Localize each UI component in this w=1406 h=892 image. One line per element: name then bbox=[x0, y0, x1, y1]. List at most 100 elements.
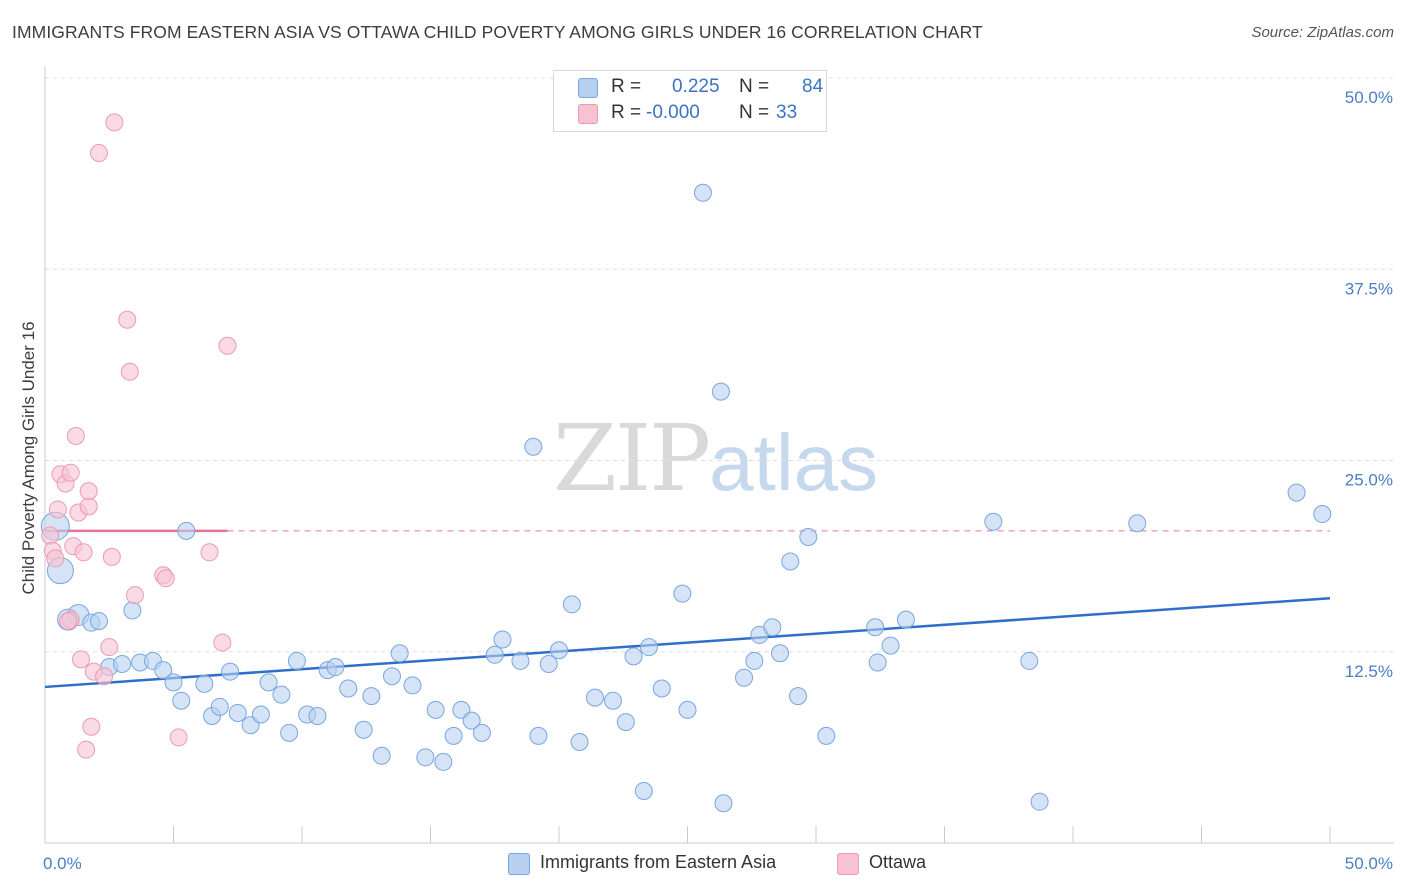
data-point-eastern-asia bbox=[714, 794, 733, 813]
legend-r-value-series1: 0.225 bbox=[672, 76, 720, 97]
data-point-eastern-asia bbox=[308, 707, 327, 726]
trend-layer bbox=[44, 529, 1331, 689]
data-point-eastern-asia bbox=[89, 612, 108, 631]
data-point-eastern-asia bbox=[1287, 483, 1306, 502]
data-point-eastern-asia bbox=[984, 512, 1003, 531]
data-point-eastern-asia bbox=[511, 651, 530, 670]
data-point-eastern-asia bbox=[416, 748, 435, 767]
bottom-legend-series2: Ottawa bbox=[837, 851, 947, 877]
data-point-eastern-asia bbox=[493, 630, 512, 649]
data-point-eastern-asia bbox=[390, 644, 409, 663]
data-point-eastern-asia bbox=[781, 552, 800, 571]
data-point-ottawa bbox=[46, 549, 65, 568]
data-point-eastern-asia bbox=[524, 437, 543, 456]
axis-layer bbox=[44, 66, 1394, 844]
bottom-legend-swatch-series1 bbox=[508, 853, 530, 875]
data-point-eastern-asia bbox=[763, 618, 782, 637]
y-tick-label: 12.5% bbox=[1345, 662, 1393, 681]
data-point-ottawa bbox=[200, 543, 219, 562]
data-point-eastern-asia bbox=[339, 679, 358, 698]
data-point-ottawa bbox=[218, 336, 237, 355]
data-point-ottawa bbox=[95, 667, 114, 686]
legend-r-label: R = bbox=[611, 102, 642, 123]
data-point-eastern-asia bbox=[616, 713, 635, 732]
trendline-eastern-asia bbox=[44, 596, 1331, 689]
x-tick-label: 0.0% bbox=[43, 854, 82, 873]
data-point-ottawa bbox=[105, 113, 124, 132]
data-point-eastern-asia bbox=[280, 723, 299, 742]
legend-row-series2: R = -0.000 N = 33 bbox=[554, 101, 826, 127]
data-point-eastern-asia bbox=[711, 382, 730, 401]
data-point-eastern-asia bbox=[639, 638, 658, 657]
data-point-eastern-asia bbox=[382, 667, 401, 686]
data-point-eastern-asia bbox=[172, 691, 191, 710]
data-point-eastern-asia bbox=[735, 668, 754, 687]
legend-n-value-series2: 33 bbox=[776, 102, 798, 123]
legend-swatch-series2 bbox=[578, 104, 598, 124]
data-point-ottawa bbox=[102, 547, 121, 566]
data-point-eastern-asia bbox=[1030, 792, 1049, 811]
data-point-ottawa bbox=[71, 650, 90, 669]
data-point-eastern-asia bbox=[652, 679, 671, 698]
legend-swatch-series1 bbox=[578, 78, 598, 98]
data-point-eastern-asia bbox=[550, 641, 568, 660]
bottom-legend-series1: Immigrants from Eastern Asia bbox=[508, 851, 808, 877]
data-point-eastern-asia bbox=[745, 651, 764, 670]
data-point-eastern-asia bbox=[123, 601, 142, 620]
data-point-eastern-asia bbox=[1313, 505, 1332, 524]
data-point-eastern-asia bbox=[634, 781, 653, 800]
data-point-eastern-asia bbox=[259, 673, 278, 692]
x-tick-label: 50.0% bbox=[1345, 854, 1393, 873]
data-point-ottawa bbox=[79, 482, 98, 501]
data-point-ottawa bbox=[125, 586, 144, 605]
data-point-ottawa bbox=[169, 728, 188, 747]
y-tick-label: 25.0% bbox=[1345, 471, 1393, 490]
legend-n-label: N = bbox=[739, 102, 770, 123]
data-point-eastern-asia bbox=[868, 653, 887, 672]
y-tick-label: 50.0% bbox=[1345, 88, 1393, 107]
legend-n-value-series1: 84 bbox=[802, 76, 824, 97]
data-point-eastern-asia bbox=[326, 658, 345, 677]
data-point-ottawa bbox=[120, 362, 139, 381]
data-point-eastern-asia bbox=[799, 528, 818, 546]
data-point-eastern-asia bbox=[1020, 651, 1039, 670]
data-point-eastern-asia bbox=[426, 700, 445, 719]
data-point-eastern-asia bbox=[585, 688, 604, 707]
data-point-eastern-asia bbox=[570, 733, 589, 752]
data-point-eastern-asia bbox=[177, 521, 196, 540]
data-point-eastern-asia bbox=[434, 752, 453, 771]
bottom-legend-swatch-series2 bbox=[837, 853, 859, 875]
data-point-eastern-asia bbox=[195, 674, 214, 693]
source-label: Source: ZipAtlas.com bbox=[1251, 24, 1394, 41]
data-point-eastern-asia bbox=[444, 726, 463, 745]
chart-title: IMMIGRANTS FROM EASTERN ASIA VS OTTAWA C… bbox=[12, 22, 983, 42]
data-point-eastern-asia bbox=[210, 697, 229, 716]
data-point-eastern-asia bbox=[272, 685, 291, 704]
data-point-eastern-asia bbox=[372, 746, 391, 765]
label-layer: 12.5% 25.0% 37.5% 50.0% 0.0% 50.0% bbox=[43, 88, 1393, 873]
data-point-eastern-asia bbox=[624, 647, 643, 666]
data-point-eastern-asia bbox=[362, 687, 381, 706]
data-point-eastern-asia bbox=[472, 723, 491, 742]
data-point-eastern-asia bbox=[228, 703, 247, 722]
stats-legend: R = 0.225 N = 84 R = -0.000 N = 33 bbox=[553, 70, 827, 132]
data-point-eastern-asia bbox=[529, 726, 548, 745]
data-point-ottawa bbox=[100, 638, 119, 657]
data-point-eastern-asia bbox=[164, 673, 183, 692]
data-point-eastern-asia bbox=[1128, 514, 1147, 533]
data-point-eastern-asia bbox=[485, 645, 504, 664]
data-point-eastern-asia bbox=[403, 676, 422, 695]
data-point-ottawa bbox=[213, 633, 232, 652]
legend-r-label: R = bbox=[611, 76, 642, 97]
data-point-eastern-asia bbox=[539, 654, 558, 673]
data-point-eastern-asia bbox=[221, 662, 240, 681]
data-point-ottawa bbox=[59, 612, 78, 631]
data-point-eastern-asia bbox=[673, 584, 692, 603]
data-point-ottawa bbox=[82, 717, 101, 736]
data-point-eastern-asia bbox=[817, 726, 836, 745]
data-point-ottawa bbox=[66, 427, 85, 446]
data-point-eastern-asia bbox=[354, 720, 373, 739]
data-point-eastern-asia bbox=[462, 711, 481, 730]
data-point-eastern-asia bbox=[866, 618, 885, 637]
